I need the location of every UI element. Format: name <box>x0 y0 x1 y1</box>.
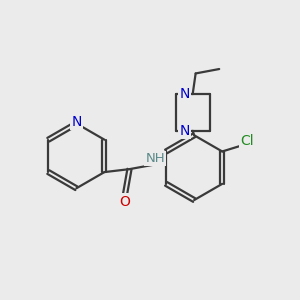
Text: NH: NH <box>145 152 165 165</box>
Text: N: N <box>179 87 190 101</box>
Text: N: N <box>179 124 190 138</box>
Text: Cl: Cl <box>240 134 254 148</box>
Text: N: N <box>71 115 82 129</box>
Text: O: O <box>120 194 130 208</box>
